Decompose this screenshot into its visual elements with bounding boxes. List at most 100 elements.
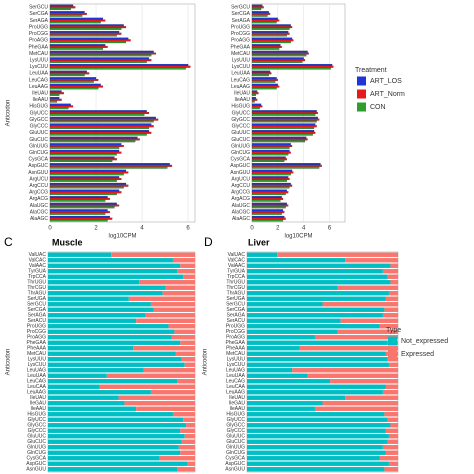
y-tick-label: MetCAU bbox=[226, 351, 245, 357]
bar bbox=[251, 217, 286, 220]
bar bbox=[251, 72, 272, 75]
bar-segment bbox=[48, 390, 151, 395]
bar bbox=[49, 131, 152, 134]
bar bbox=[251, 182, 291, 185]
bar bbox=[49, 212, 106, 215]
y-tick-label: GlnUUG bbox=[27, 445, 46, 451]
legend-label: ART_Norm bbox=[370, 91, 405, 98]
bar-segment bbox=[247, 351, 386, 356]
bar-segment bbox=[171, 335, 195, 340]
bar bbox=[251, 145, 293, 148]
y-tick-label: ThrUGU bbox=[27, 280, 46, 286]
bar-segment bbox=[184, 362, 195, 367]
bar bbox=[49, 98, 62, 101]
y-tick-label: GluUUC bbox=[226, 434, 245, 440]
y-tick-label: GluCUC bbox=[226, 439, 245, 445]
bar-segment bbox=[314, 335, 398, 340]
bar bbox=[251, 146, 290, 149]
y-tick-label: LeuAAG bbox=[29, 84, 48, 90]
bar bbox=[49, 63, 189, 66]
y-tick-label: LeuCAA bbox=[27, 384, 46, 390]
bar bbox=[251, 34, 287, 37]
bar bbox=[49, 156, 115, 159]
bar-segment bbox=[247, 340, 388, 345]
bar bbox=[49, 103, 71, 106]
bar bbox=[251, 211, 285, 214]
y-tick-label: GlyGCC bbox=[27, 423, 46, 429]
bar bbox=[251, 212, 282, 215]
bar bbox=[251, 11, 269, 14]
bar-segment bbox=[247, 467, 385, 472]
bar-segment bbox=[322, 401, 398, 406]
y-tick-label: LysUUU bbox=[227, 357, 246, 363]
x-tick-label: 2 bbox=[276, 226, 280, 232]
bar-segment bbox=[48, 351, 176, 356]
bar-segment bbox=[174, 329, 195, 334]
bar bbox=[49, 116, 156, 119]
y-tick-label: GlyCCC bbox=[232, 124, 251, 130]
bar bbox=[251, 127, 315, 129]
bar bbox=[49, 169, 127, 172]
bar bbox=[251, 123, 316, 126]
bar bbox=[49, 160, 113, 163]
bar bbox=[49, 153, 117, 156]
bar-segment bbox=[247, 357, 388, 362]
y-tick-label: AsnGUU bbox=[28, 170, 48, 176]
y-tick-label: ThrAGU bbox=[227, 291, 246, 297]
y-tick-label: IleUAU bbox=[229, 395, 245, 401]
bar-segment bbox=[388, 461, 398, 466]
bar bbox=[251, 160, 285, 163]
y-tick-label: ThrCGU bbox=[27, 285, 46, 291]
y-tick-label: GlyCCC bbox=[227, 428, 246, 434]
x-tick-label: 6 bbox=[328, 226, 332, 232]
bar bbox=[251, 77, 277, 80]
bar-segment bbox=[247, 439, 388, 444]
bar bbox=[251, 143, 291, 146]
y-tick-label: ArgCCU bbox=[29, 183, 48, 189]
bar-segment bbox=[48, 384, 100, 389]
x-axis-label: log10CPM bbox=[108, 234, 136, 240]
bar-segment bbox=[48, 318, 137, 323]
y-tick-label: SerGCU bbox=[231, 5, 250, 11]
bar-segment bbox=[247, 258, 346, 263]
bar-segment bbox=[48, 329, 175, 334]
bar bbox=[251, 63, 333, 66]
bar bbox=[251, 193, 286, 196]
bar bbox=[251, 67, 331, 70]
bar-segment bbox=[277, 252, 398, 257]
bar bbox=[49, 179, 117, 182]
bar bbox=[251, 133, 313, 136]
bar bbox=[251, 163, 321, 166]
bar-segment bbox=[48, 324, 169, 329]
y-tick-label: SerAGA bbox=[227, 313, 246, 319]
y-tick-label: ProUGG bbox=[29, 24, 48, 30]
bar-segment bbox=[181, 357, 195, 362]
y-tick-label: MetCAU bbox=[29, 51, 48, 57]
y-tick-label: PheAAA bbox=[226, 346, 246, 352]
y-tick-label: ProCGG bbox=[231, 31, 250, 37]
bar bbox=[251, 204, 289, 207]
x-tick-label: 6 bbox=[186, 226, 190, 232]
bar-segment bbox=[247, 434, 389, 439]
bar bbox=[251, 158, 287, 161]
y-tick-label: TyrGUA bbox=[227, 269, 245, 275]
bar bbox=[251, 130, 315, 133]
bar-segment bbox=[247, 280, 391, 285]
bar-segment bbox=[390, 280, 398, 285]
y-tick-label: ProUGG bbox=[27, 324, 46, 330]
bar-segment bbox=[379, 456, 398, 461]
bar bbox=[49, 26, 127, 29]
bar-segment bbox=[247, 329, 338, 334]
y-tick-label: AlaUGC bbox=[30, 203, 49, 209]
bar-segment bbox=[385, 296, 398, 301]
bar-segment bbox=[48, 335, 172, 340]
y-tick-label: ArgCCU bbox=[231, 183, 250, 189]
bar-segment bbox=[247, 291, 389, 296]
bar bbox=[251, 50, 308, 53]
y-tick-label: SerGCU bbox=[27, 302, 46, 308]
bar bbox=[251, 118, 320, 121]
y-tick-label: ArgUCU bbox=[231, 176, 250, 182]
y-tick-label: GluCUC bbox=[231, 137, 250, 143]
bar bbox=[251, 113, 316, 116]
bar-segment bbox=[128, 296, 195, 301]
